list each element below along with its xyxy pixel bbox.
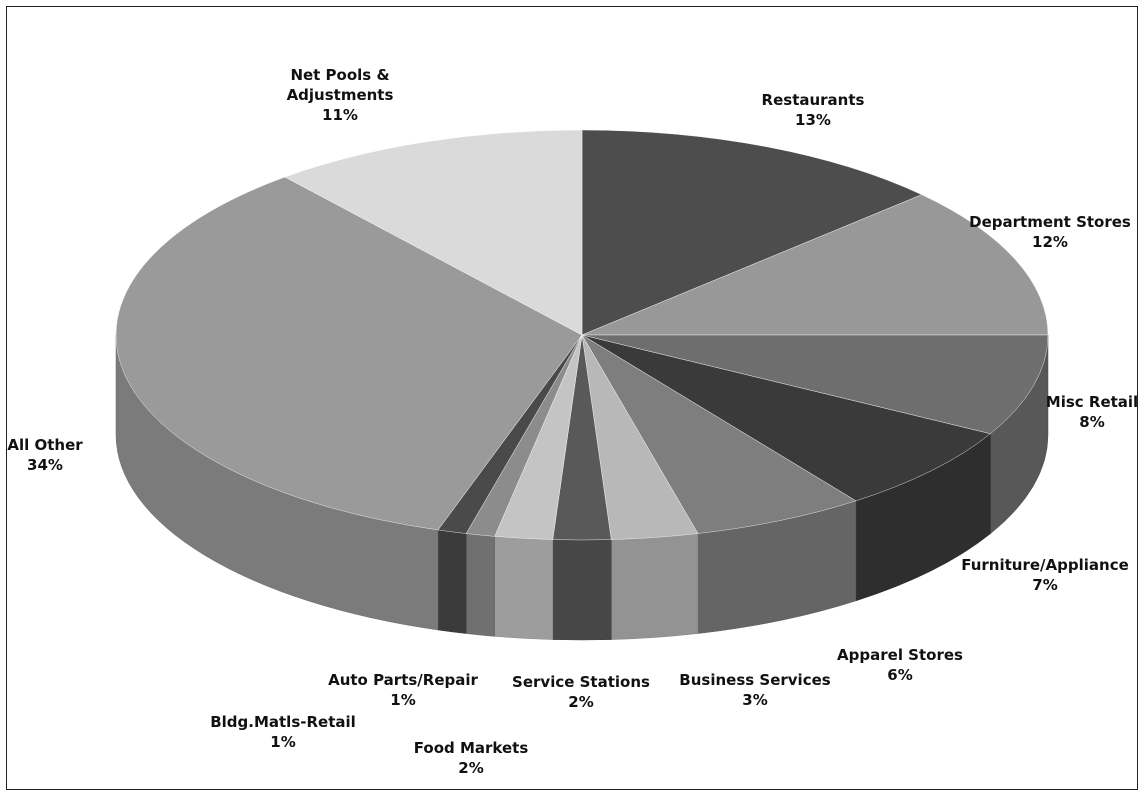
slice: [581, 194, 1049, 336]
category-label: Net Pools & Adjustments: [286, 66, 394, 104]
slice-label: Apparel Stores 6%: [837, 645, 963, 685]
value-label: 2%: [568, 693, 594, 711]
category-label: Food Markets: [413, 739, 529, 757]
slice-label: Food Markets 2%: [414, 738, 529, 778]
category-label: Misc Retail: [1045, 393, 1139, 411]
slice-side: [552, 539, 612, 641]
slice-label: Service Stations 2%: [512, 672, 650, 712]
category-label: Business Services: [679, 671, 831, 689]
value-label: 2%: [458, 759, 484, 777]
slice-label: Restaurants 13%: [762, 90, 865, 130]
slice: [581, 334, 1049, 434]
slice-label: Misc Retail 8%: [1046, 392, 1138, 432]
value-label: 13%: [795, 111, 831, 129]
slice-label: All Other 34%: [7, 435, 82, 475]
category-label: Furniture/Appliance: [961, 556, 1129, 574]
value-label: 6%: [887, 666, 913, 684]
value-label: 1%: [390, 691, 416, 709]
slice: [115, 176, 583, 531]
slice-label: Department Stores 12%: [969, 212, 1131, 252]
slice: [581, 334, 991, 502]
value-label: 11%: [322, 106, 358, 124]
slice: [581, 129, 923, 336]
category-label: Restaurants: [761, 91, 865, 109]
value-label: 8%: [1079, 413, 1105, 431]
slice: [581, 334, 857, 534]
slice-side: [611, 533, 699, 640]
category-label: Apparel Stores: [837, 646, 963, 664]
slice-label: Auto Parts/Repair 1%: [328, 670, 478, 710]
slice-side: [437, 529, 467, 634]
category-label: Bldg.Matls-Retail: [210, 713, 356, 731]
category-label: Service Stations: [512, 673, 650, 691]
value-label: 12%: [1032, 233, 1068, 251]
category-label: Auto Parts/Repair: [328, 671, 478, 689]
slice-side: [465, 533, 495, 637]
slice-label: Bldg.Matls-Retail 1%: [210, 712, 356, 752]
chart-frame: [6, 6, 1138, 790]
value-label: 1%: [270, 733, 296, 751]
value-label: 7%: [1032, 576, 1058, 594]
category-label: All Other: [7, 436, 83, 454]
category-label: Department Stores: [969, 213, 1131, 231]
slice-label: Furniture/Appliance 7%: [961, 555, 1129, 595]
slice-side: [494, 536, 553, 640]
value-label: 3%: [742, 691, 768, 709]
value-label: 34%: [27, 456, 63, 474]
slice: [284, 129, 583, 336]
slice-label: Business Services 3%: [679, 670, 830, 710]
slice-label: Net Pools & Adjustments 11%: [275, 65, 405, 125]
